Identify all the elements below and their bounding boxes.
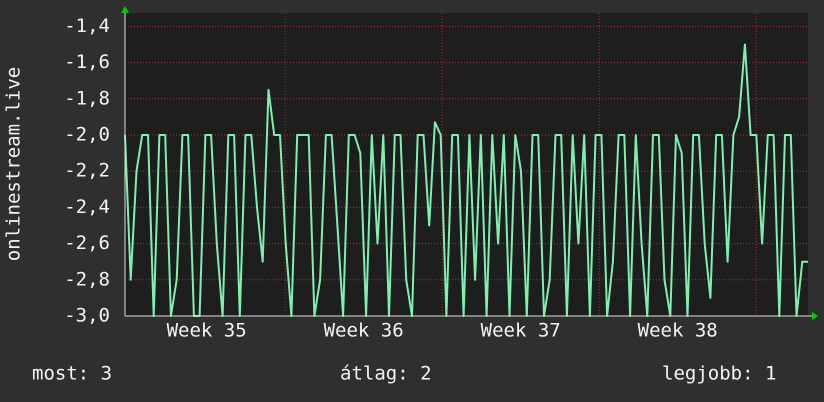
y-tick-label: -2,4 [64,196,110,218]
y-tick-label: -1,4 [64,15,110,37]
y-tick-label: -2,2 [64,160,110,182]
plot-layer [124,13,808,317]
y-tick-label: -2,0 [64,123,110,145]
data-line [124,43,808,317]
x-tick-label: Week 35 [167,320,247,342]
y-axis-label: onlinestream.live [3,67,25,261]
footer-text: átlag: 2 [340,363,432,385]
footer-text: legjobb: 1 [662,363,776,385]
axis-arrow [812,312,818,320]
y-tick-label: -2,6 [64,232,110,254]
x-tick-label: Week 36 [324,320,404,342]
y-tick-label: -3,0 [64,305,110,327]
y-tick-label: -1,6 [64,51,110,73]
x-tick-label: Week 38 [638,320,718,342]
x-tick-label: Week 37 [481,320,561,342]
y-tick-label: -2,8 [64,268,110,290]
y-tick-label: -1,8 [64,87,110,109]
footer-text: most: 3 [32,363,112,385]
axis-arrow [121,6,129,13]
